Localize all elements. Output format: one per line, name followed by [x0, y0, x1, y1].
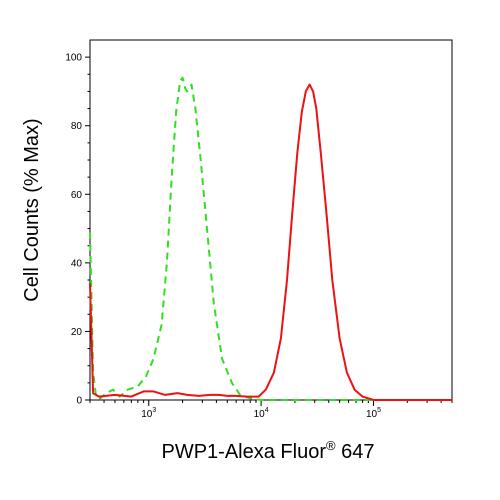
x-tick-base: 10	[254, 409, 266, 420]
y-tick-label: 40	[71, 258, 83, 269]
y-tick-label: 80	[71, 121, 83, 132]
x-tick-exponent: 5	[377, 407, 381, 414]
x-tick-base: 10	[366, 409, 378, 420]
x-tick-label: 104	[254, 407, 269, 420]
series-line-2	[89, 83, 452, 401]
x-tick-base: 10	[141, 409, 153, 420]
series-line-1	[89, 76, 452, 401]
y-axis: 0 20 40 60 80 100	[65, 53, 90, 407]
x-tick-label: 103	[141, 407, 156, 420]
y-tick-label: 100	[65, 53, 82, 64]
y-tick-label: 20	[71, 327, 83, 338]
x-tick-exponent: 3	[152, 407, 156, 414]
y-tick-label: 0	[76, 396, 82, 407]
x-axis-title: PWP1-Alexa Fluor® 647	[161, 438, 374, 463]
x-axis-title-main: PWP1-Alexa Fluor	[161, 441, 326, 463]
plot-border	[89, 39, 453, 401]
x-axis: 103 104 105	[89, 400, 453, 420]
series-layer	[89, 76, 452, 401]
x-tick-label: 105	[366, 407, 381, 420]
x-tick-exponent: 4	[265, 407, 269, 414]
x-axis-title-mark: ®	[326, 438, 336, 453]
y-axis-title: Cell Counts (% Max)	[21, 118, 43, 301]
x-axis-title-suffix: 647	[336, 441, 375, 463]
y-tick-label: 60	[71, 190, 83, 201]
plot-frame	[89, 39, 453, 401]
